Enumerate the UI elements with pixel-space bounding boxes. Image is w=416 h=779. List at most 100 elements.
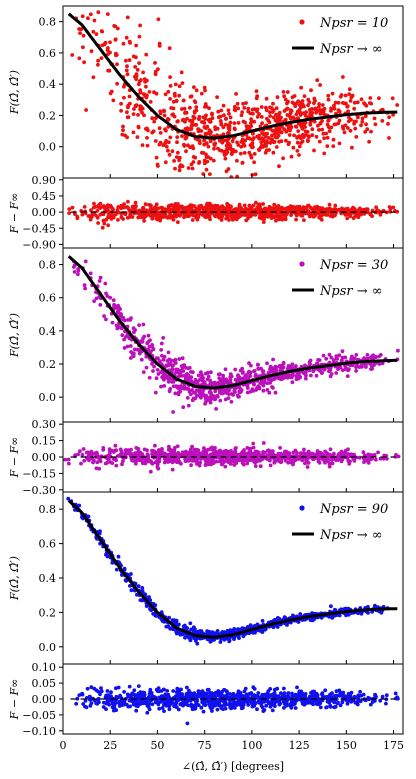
data-point xyxy=(80,452,85,457)
data-point xyxy=(323,460,327,465)
data-point xyxy=(120,462,124,467)
data-point xyxy=(188,105,192,110)
data-point xyxy=(393,454,398,459)
data-point xyxy=(327,368,332,372)
data-point xyxy=(209,392,214,397)
data-point xyxy=(308,114,312,119)
data-point xyxy=(274,119,279,123)
data-point xyxy=(234,92,239,96)
data-point xyxy=(141,370,146,374)
data-point xyxy=(294,125,299,129)
data-point xyxy=(367,139,371,144)
data-point xyxy=(277,110,282,115)
data-point xyxy=(138,90,143,95)
data-point xyxy=(226,108,231,113)
data-point xyxy=(360,116,365,121)
data-point xyxy=(337,353,342,358)
data-point xyxy=(311,457,315,462)
data-point xyxy=(317,460,322,465)
data-point xyxy=(277,217,281,222)
data-point xyxy=(150,343,155,347)
data-point xyxy=(136,446,141,451)
data-point xyxy=(202,142,207,147)
data-point xyxy=(154,116,158,120)
data-point xyxy=(201,172,206,176)
data-point xyxy=(205,377,210,382)
data-point xyxy=(338,703,343,708)
data-point xyxy=(252,160,256,165)
data-point xyxy=(183,111,187,115)
data-point xyxy=(321,131,326,136)
data-point xyxy=(288,108,293,112)
data-point xyxy=(336,367,340,371)
data-point xyxy=(274,218,278,223)
data-point xyxy=(139,357,144,362)
data-point xyxy=(121,124,125,129)
data-point xyxy=(72,265,76,269)
data-point xyxy=(318,207,323,212)
data-point xyxy=(113,37,118,42)
data-point xyxy=(378,210,382,215)
data-point xyxy=(79,27,84,32)
data-point xyxy=(327,464,332,469)
data-point xyxy=(305,465,310,469)
data-point xyxy=(260,131,264,136)
data-point xyxy=(253,464,258,468)
data-point xyxy=(136,124,141,129)
data-point xyxy=(115,62,119,67)
data-point xyxy=(129,447,133,452)
data-point xyxy=(255,115,260,119)
data-point xyxy=(176,455,181,460)
data-point xyxy=(223,156,228,161)
data-point xyxy=(273,617,277,622)
data-point xyxy=(278,212,282,217)
data-point xyxy=(134,204,138,209)
data-point xyxy=(348,99,353,103)
data-point xyxy=(155,217,160,222)
data-point xyxy=(226,396,231,400)
data-point xyxy=(162,709,166,713)
data-point xyxy=(224,216,229,221)
data-point xyxy=(166,209,171,214)
data-point xyxy=(332,106,337,111)
data-point xyxy=(108,40,112,45)
data-point xyxy=(98,458,102,463)
data-point xyxy=(206,630,210,634)
data-point xyxy=(314,110,318,115)
data-point xyxy=(282,706,286,710)
data-point xyxy=(384,210,389,215)
data-point xyxy=(283,458,288,463)
data-point xyxy=(136,113,140,117)
data-point xyxy=(189,627,194,632)
data-point xyxy=(120,132,125,137)
data-point xyxy=(173,166,177,171)
y-tick-label: 0.30 xyxy=(32,418,57,431)
data-point xyxy=(275,455,280,459)
data-point xyxy=(306,454,310,459)
data-point xyxy=(149,207,154,212)
data-point xyxy=(260,619,265,623)
data-point xyxy=(94,466,99,471)
data-point xyxy=(140,110,144,115)
data-point xyxy=(128,356,133,360)
data-point xyxy=(368,355,373,360)
data-point xyxy=(200,453,205,458)
data-point xyxy=(329,372,334,376)
data-point xyxy=(268,463,273,468)
data-point xyxy=(138,23,143,28)
data-point xyxy=(256,209,260,214)
data-point xyxy=(202,161,207,166)
data-point xyxy=(92,201,96,206)
data-point xyxy=(284,138,288,143)
data-point xyxy=(208,139,213,144)
data-point xyxy=(167,152,172,157)
data-point xyxy=(274,112,278,117)
data-point xyxy=(302,218,306,223)
y-tick-label: 0.4 xyxy=(39,325,57,338)
data-point xyxy=(391,112,395,117)
data-point xyxy=(162,109,167,114)
data-point xyxy=(122,205,127,210)
data-point xyxy=(163,92,168,97)
